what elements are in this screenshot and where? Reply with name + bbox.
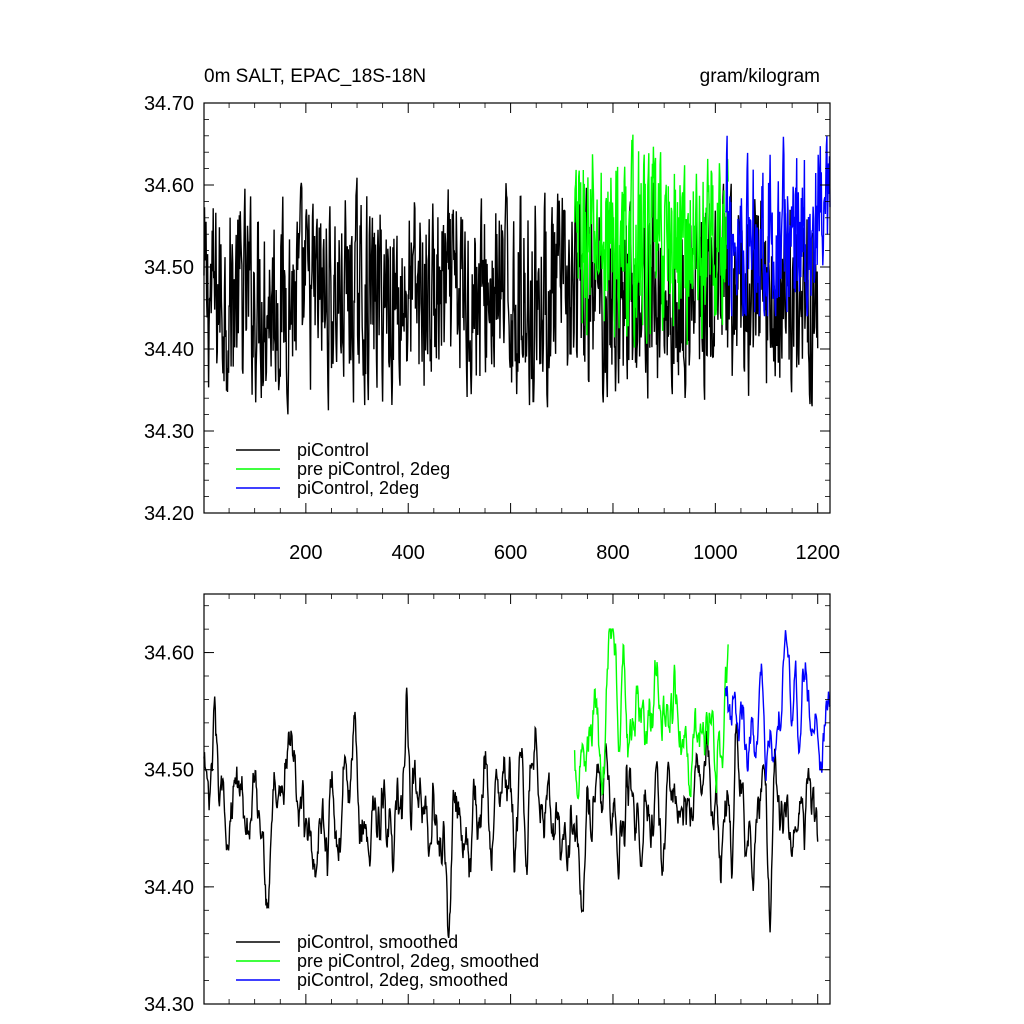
legend-label-1: pre piControl, 2deg, smoothed xyxy=(297,951,539,971)
x-tick-label: 1000 xyxy=(693,542,738,564)
series-line-1 xyxy=(573,628,729,800)
legend-label-1: pre piControl, 2deg xyxy=(297,459,450,479)
bottom-panel: 34.30 34.40 34.50 34.60 piControl, smoothed… xyxy=(144,593,831,1016)
x-tick-label: 1200 xyxy=(795,542,840,564)
y-tick-label: 34.40 xyxy=(144,877,194,899)
x-tick-label: 200 xyxy=(289,542,322,564)
series-line-2 xyxy=(724,630,831,781)
y-tick-label: 34.70 xyxy=(144,93,194,115)
series-line-0 xyxy=(203,687,819,939)
y-tick-label: 34.40 xyxy=(144,339,194,361)
y-tick-label: 34.50 xyxy=(144,257,194,279)
units-label: gram/kilogram xyxy=(700,66,820,87)
y-tick-label: 34.60 xyxy=(144,175,194,197)
y-tick-label: 34.60 xyxy=(144,643,194,665)
y-tick-label: 34.30 xyxy=(144,994,194,1016)
axes-group: 34.30 34.40 34.50 34.60 xyxy=(144,594,830,1016)
axes-group: 34.20 34.30 34.40 34.50 34.60 34.70 200 400 600 8… xyxy=(144,93,840,564)
series-line-1 xyxy=(573,134,729,348)
y-tick-label: 34.20 xyxy=(144,503,194,525)
series-group xyxy=(203,134,831,415)
series-group xyxy=(203,628,831,939)
legend-label-2: piControl, 2deg xyxy=(297,478,419,498)
x-tick-label: 800 xyxy=(596,542,629,564)
series-line-2 xyxy=(724,135,831,317)
legend-label-0: piControl, smoothed xyxy=(297,932,458,952)
x-tick-label: 400 xyxy=(392,542,425,564)
legend-label-2: piControl, 2deg, smoothed xyxy=(297,970,508,990)
plot-frame xyxy=(203,593,831,1005)
x-tick-label: 600 xyxy=(494,542,527,564)
series-line-0 xyxy=(203,177,819,415)
y-tick-label: 34.30 xyxy=(144,421,194,443)
chart-title: 0m SALT, EPAC_18S-18N xyxy=(204,66,426,87)
plot-frame xyxy=(203,102,831,514)
legend-label-0: piControl xyxy=(297,440,369,460)
top-panel: 0m SALT, EPAC_18S-18N gram/kilogram 34.2… xyxy=(144,66,840,564)
y-tick-label: 34.50 xyxy=(144,760,194,782)
